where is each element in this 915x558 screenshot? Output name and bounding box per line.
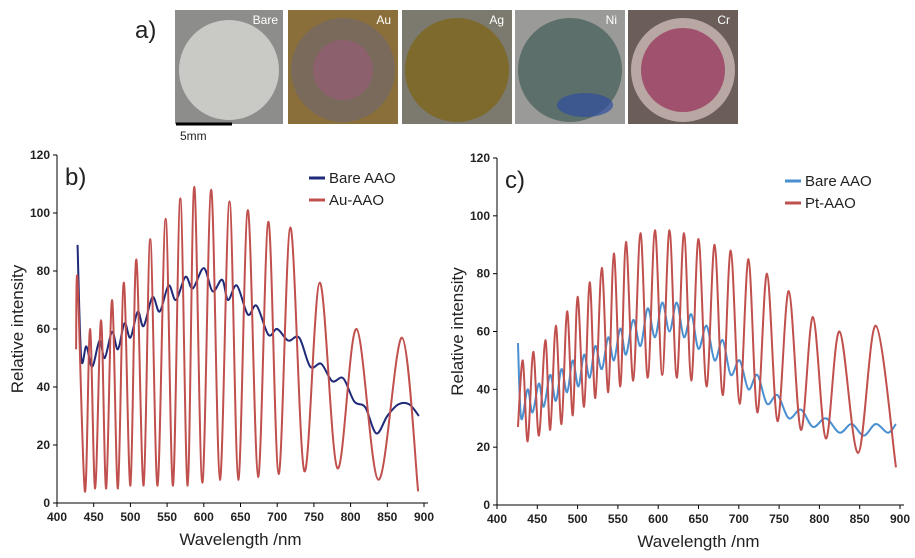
line — [75, 185, 420, 493]
x-tick-label: 700 — [729, 512, 749, 526]
x-tick-label: 850 — [850, 512, 870, 526]
y-tick-label: 0 — [483, 498, 490, 512]
sample-label: Cr — [717, 13, 730, 27]
x-tick-label: 550 — [608, 512, 628, 526]
y-tick-label: 80 — [37, 264, 51, 278]
legend-label: Pt-AAO — [805, 195, 856, 212]
x-tick-label: 600 — [648, 512, 668, 526]
y-tick-label: 100 — [470, 209, 490, 223]
legend-label: Au-AAO — [329, 192, 384, 209]
x-tick-label: 550 — [157, 510, 177, 524]
panel-label: c) — [505, 167, 525, 194]
sample-label: Bare — [253, 13, 279, 27]
x-tick-label: 500 — [120, 510, 140, 524]
x-tick-label: 900 — [890, 512, 910, 526]
disc — [641, 28, 725, 112]
x-tick-label: 450 — [84, 510, 104, 524]
disc — [313, 40, 373, 100]
sample-label: Au — [376, 13, 391, 27]
y-tick-label: 80 — [477, 267, 491, 281]
legend-label: Bare AAO — [329, 170, 396, 187]
x-tick-label: 650 — [688, 512, 708, 526]
y-tick-label: 120 — [30, 148, 50, 162]
legend-label: Bare AAO — [805, 173, 872, 190]
x-tick-label: 850 — [377, 510, 397, 524]
x-axis-label: Wavelength /nm — [179, 530, 301, 549]
y-tick-label: 100 — [30, 206, 50, 220]
disc — [179, 20, 279, 120]
x-tick-label: 800 — [809, 512, 829, 526]
x-tick-label: 750 — [304, 510, 324, 524]
y-tick-label: 120 — [470, 151, 490, 165]
y-tick-label: 40 — [477, 382, 491, 396]
chart: 0 20 40 60 80 100 120 400 450 500 550 600 650 700 750 8… — [448, 151, 910, 551]
disc — [405, 18, 509, 122]
scale-label: 5mm — [180, 129, 207, 143]
x-tick-label: 900 — [414, 510, 434, 524]
x-tick-label: 750 — [769, 512, 789, 526]
panel-label: a) — [135, 17, 156, 44]
line — [516, 229, 897, 468]
y-tick-label: 60 — [37, 322, 51, 336]
photo-panel: a) 5mm — [135, 10, 738, 143]
x-tick-label: 450 — [527, 512, 547, 526]
y-tick-label: 60 — [477, 325, 491, 339]
y-tick-label: 20 — [37, 438, 51, 452]
x-tick-label: 400 — [487, 512, 507, 526]
y-tick-label: 0 — [43, 496, 50, 510]
chart: 0 20 40 60 80 100 120 400 450 500 550 600 650 700 750 8… — [8, 148, 434, 549]
x-axis-label: Wavelength /nm — [637, 532, 759, 551]
y-axis-label: Relative intensity — [8, 264, 27, 393]
x-tick-label: 500 — [568, 512, 588, 526]
y-axis-label: Relative intensity — [448, 267, 467, 396]
sample-label: Ni — [606, 13, 617, 27]
panel-label: b) — [65, 164, 86, 191]
x-tick-label: 800 — [341, 510, 361, 524]
sample-label: Ag — [489, 13, 504, 27]
y-tick-label: 40 — [37, 380, 51, 394]
x-tick-label: 600 — [194, 510, 214, 524]
line — [516, 301, 897, 437]
x-tick-label: 400 — [47, 510, 67, 524]
x-tick-label: 650 — [230, 510, 250, 524]
y-tick-label: 20 — [477, 440, 491, 454]
x-tick-label: 700 — [267, 510, 287, 524]
disc — [557, 93, 613, 117]
